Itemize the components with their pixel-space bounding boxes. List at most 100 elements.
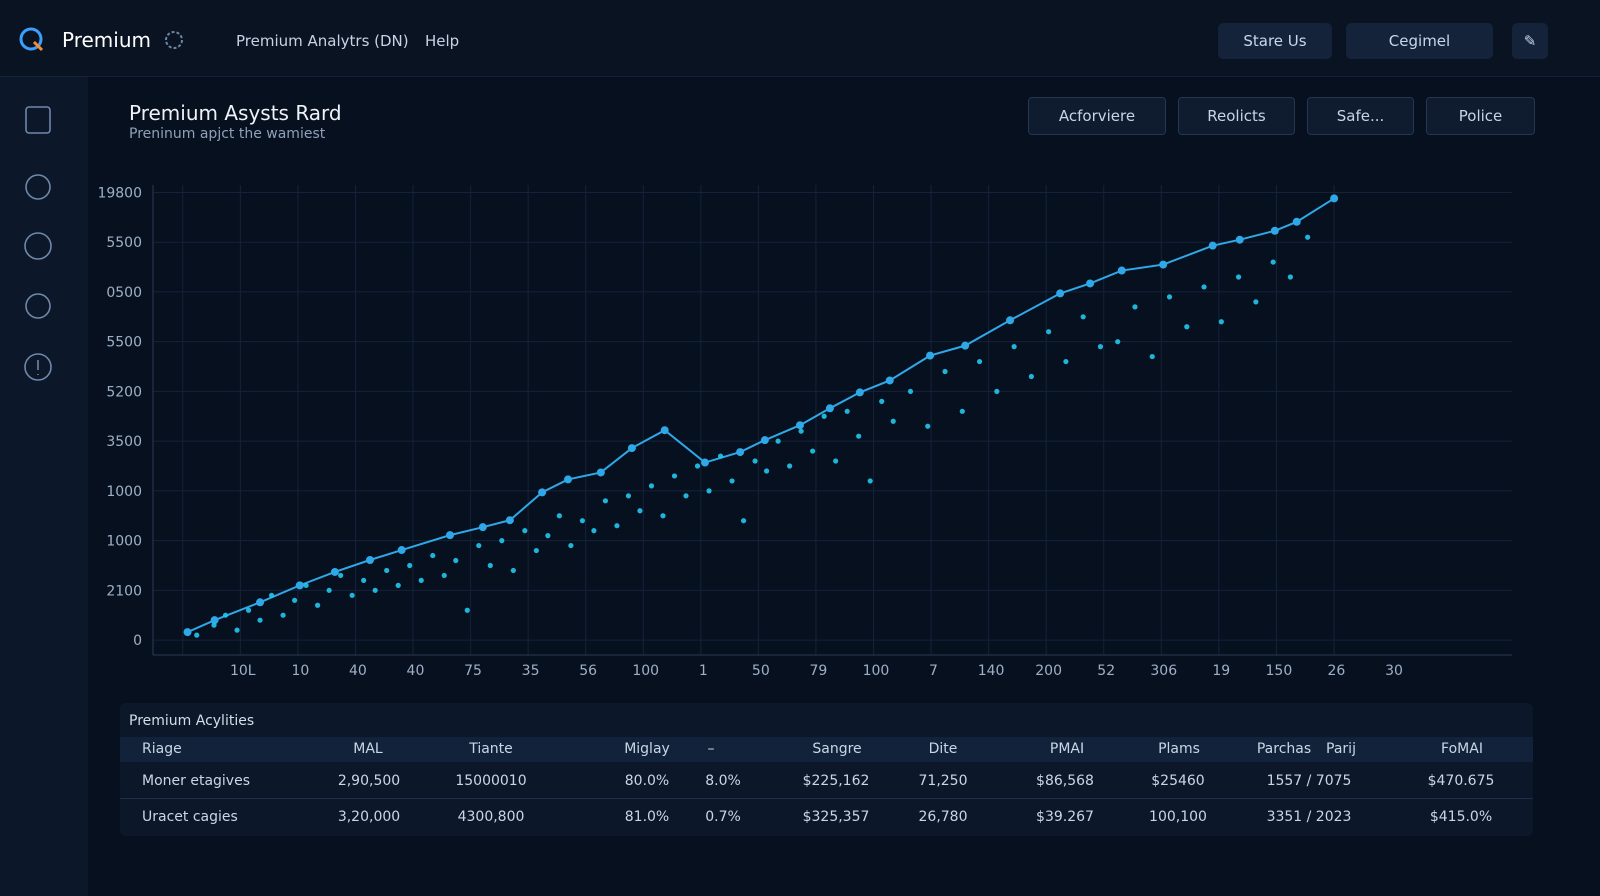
row-divider [120,798,1533,799]
scatter-point [856,433,862,439]
button[interactable]: Stare Us [1218,23,1332,59]
scatter-point [1305,234,1311,240]
x-tick-label: 140 [978,663,1005,679]
x-tick-label: 306 [1150,663,1177,679]
scatter-point [798,428,804,434]
scatter-point [1080,314,1086,320]
x-tick-label: 56 [579,663,597,679]
table-cell: Moner etagives [142,773,250,789]
line-point [1270,226,1279,235]
scatter-point [257,617,263,623]
filter[interactable]: Acforviere [1028,97,1166,135]
scatter-point [1253,299,1259,305]
scatter-point [1115,339,1121,345]
filter[interactable]: Safe... [1307,97,1414,135]
filter[interactable]: Police [1426,97,1535,135]
line-point [596,468,605,477]
scatter-point [1149,353,1155,360]
scatter-point [637,508,643,514]
x-tick-label: 150 [1266,663,1293,679]
column-header: Parchas [1256,741,1312,757]
sidebar-icons[interactable] [0,77,88,417]
y-tick-label: 3500 [106,434,142,450]
top-bar: Premium Premium Analytrs (DN) Help Stare… [0,0,1600,77]
scatter-point [1270,259,1276,265]
line-point [760,436,769,445]
scatter-point [568,542,574,549]
nav-item[interactable]: Premium Analytrs (DN) [236,32,409,50]
table-cell: 71,250 [918,773,968,789]
line-point [627,444,636,453]
button[interactable]: Cegimel [1346,23,1493,59]
scatter-point [879,398,885,404]
line-point [538,488,547,497]
line-point [210,616,219,625]
scatter-point [706,488,712,494]
scatter-point [211,622,217,628]
scatter-point [602,498,609,504]
scatter-point [1132,304,1138,310]
table-cell: 4300,800 [457,809,525,825]
scatter-point [194,632,200,638]
x-tick-label: 1 [699,663,708,679]
y-tick-label: 0500 [106,285,142,301]
column-header: FoMAI [1441,741,1483,757]
line-point [736,448,745,457]
scatter-point [361,577,367,583]
line-point [885,376,894,385]
table-cell: $325,357 [802,809,870,825]
table-cell: 80.0% [624,773,670,789]
brand[interactable]: Premium [62,28,151,52]
scatter-point [867,478,873,484]
sidebar [0,77,88,896]
scatter-point [890,418,896,424]
scatter-point [1063,358,1069,365]
scatter-point [833,458,839,464]
y-tick-label: 5200 [106,384,142,400]
scatter-point [671,473,678,479]
scatter-point [1218,319,1224,325]
table-cell: $25460 [1151,773,1205,789]
scatter-point [925,423,931,429]
scatter-point [338,572,344,579]
scatter-point [326,587,332,593]
x-tick-label: 40 [407,663,425,679]
table-cell: 2,90,500 [337,773,401,789]
table-cell: 15000010 [455,773,527,789]
settings-icon[interactable] [162,28,186,52]
scatter-point [453,557,459,564]
line-point [295,581,304,590]
scatter-point [1184,324,1190,330]
scatter-point [729,478,735,484]
line-point [660,426,669,435]
x-tick-label: 26 [1328,663,1346,679]
nav-item[interactable]: Help [425,32,460,50]
table: Premium Acylities Riage MAL Tiante Miglay – S… [120,703,1533,836]
table-cell: $39.267 [1036,809,1094,825]
scatter-point [487,562,493,569]
line-point [1292,217,1301,226]
scatter-point [268,592,275,598]
scatter-point [349,592,355,598]
table-cell: 26,780 [918,809,968,825]
scatter-point [533,547,539,554]
x-tick-label: 200 [1035,663,1062,679]
scatter-point [810,448,816,454]
scatter-point [1287,274,1293,280]
scatter-point [625,493,632,499]
scatter-point [976,358,983,365]
filter[interactable]: Reolicts [1178,97,1295,135]
scatter-point [821,413,827,419]
scatter-point [959,408,965,414]
logo [19,27,44,52]
y-tick-label: 0 [133,633,142,649]
scatter-point [499,538,505,544]
table-cell: $86,568 [1036,773,1094,789]
line-point [1330,194,1339,203]
scatter-point [222,612,229,618]
line-point [1208,241,1217,250]
y-tick-label: 1000 [106,534,142,550]
table-title: Premium Acylities [129,713,255,729]
edit-button[interactable]: ✎ [1512,23,1548,59]
x-tick-label: 35 [522,663,540,679]
